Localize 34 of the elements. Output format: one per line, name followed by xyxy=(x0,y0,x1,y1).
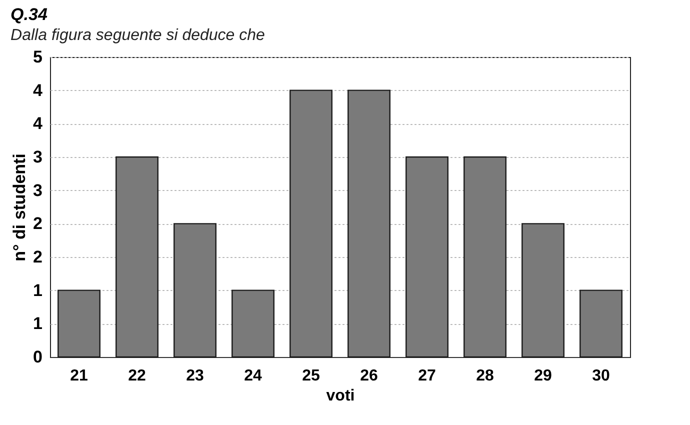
bar xyxy=(116,156,158,358)
y-tick-label: 5 xyxy=(33,48,42,66)
bar xyxy=(406,156,448,358)
x-tick-label: 22 xyxy=(128,368,146,384)
bar xyxy=(522,223,564,358)
x-tick-label: 21 xyxy=(70,368,88,384)
bar xyxy=(58,290,100,358)
x-tick-label: 28 xyxy=(476,368,494,384)
y-tick-label: 4 xyxy=(33,80,44,100)
x-tick-label: 29 xyxy=(534,368,552,384)
y-tick-label: 1 xyxy=(33,280,42,300)
y-tick-label: 2 xyxy=(33,214,42,234)
x-tick-label: 27 xyxy=(418,368,436,384)
x-tick-label: 25 xyxy=(302,368,320,384)
x-tick-label: 24 xyxy=(244,368,262,384)
x-tick-label: 23 xyxy=(186,368,204,384)
bar xyxy=(348,90,390,358)
bar xyxy=(580,290,622,358)
y-tick-label: 4 xyxy=(33,114,44,134)
bar xyxy=(290,90,332,358)
y-tick-label: 3 xyxy=(33,148,42,166)
y-tick-label: 2 xyxy=(33,248,42,266)
y-axis-title: n° di studenti xyxy=(10,154,30,262)
bar xyxy=(464,156,506,358)
chart-subtitle: Dalla figura seguente si deduce che xyxy=(10,27,266,44)
chart-title: Q.34 xyxy=(10,5,48,24)
bar xyxy=(174,223,216,358)
y-tick-label: 1 xyxy=(33,314,42,334)
bar xyxy=(232,290,274,358)
x-tick-label: 30 xyxy=(592,368,610,384)
y-tick-label: 3 xyxy=(33,180,42,200)
y-tick-label: 0 xyxy=(33,348,42,366)
x-axis-title: voti xyxy=(326,388,355,404)
x-tick-label: 26 xyxy=(360,368,378,384)
